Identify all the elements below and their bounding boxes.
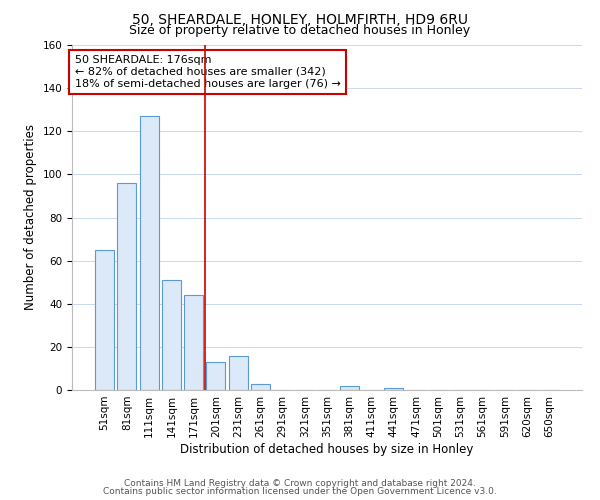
Y-axis label: Number of detached properties: Number of detached properties	[24, 124, 37, 310]
Bar	[184, 295, 203, 390]
X-axis label: Distribution of detached houses by size in Honley: Distribution of detached houses by size …	[181, 442, 473, 456]
Bar	[95, 250, 114, 390]
Text: Contains HM Land Registry data © Crown copyright and database right 2024.: Contains HM Land Registry data © Crown c…	[124, 478, 476, 488]
Text: 50, SHEARDALE, HONLEY, HOLMFIRTH, HD9 6RU: 50, SHEARDALE, HONLEY, HOLMFIRTH, HD9 6R…	[132, 12, 468, 26]
Bar	[340, 386, 359, 390]
Text: Size of property relative to detached houses in Honley: Size of property relative to detached ho…	[130, 24, 470, 37]
Text: Contains public sector information licensed under the Open Government Licence v3: Contains public sector information licen…	[103, 487, 497, 496]
Bar	[229, 356, 248, 390]
Bar	[206, 362, 225, 390]
Bar	[118, 183, 136, 390]
Bar	[384, 388, 403, 390]
Bar	[251, 384, 270, 390]
Bar	[140, 116, 158, 390]
Text: 50 SHEARDALE: 176sqm
← 82% of detached houses are smaller (342)
18% of semi-deta: 50 SHEARDALE: 176sqm ← 82% of detached h…	[74, 56, 340, 88]
Bar	[162, 280, 181, 390]
